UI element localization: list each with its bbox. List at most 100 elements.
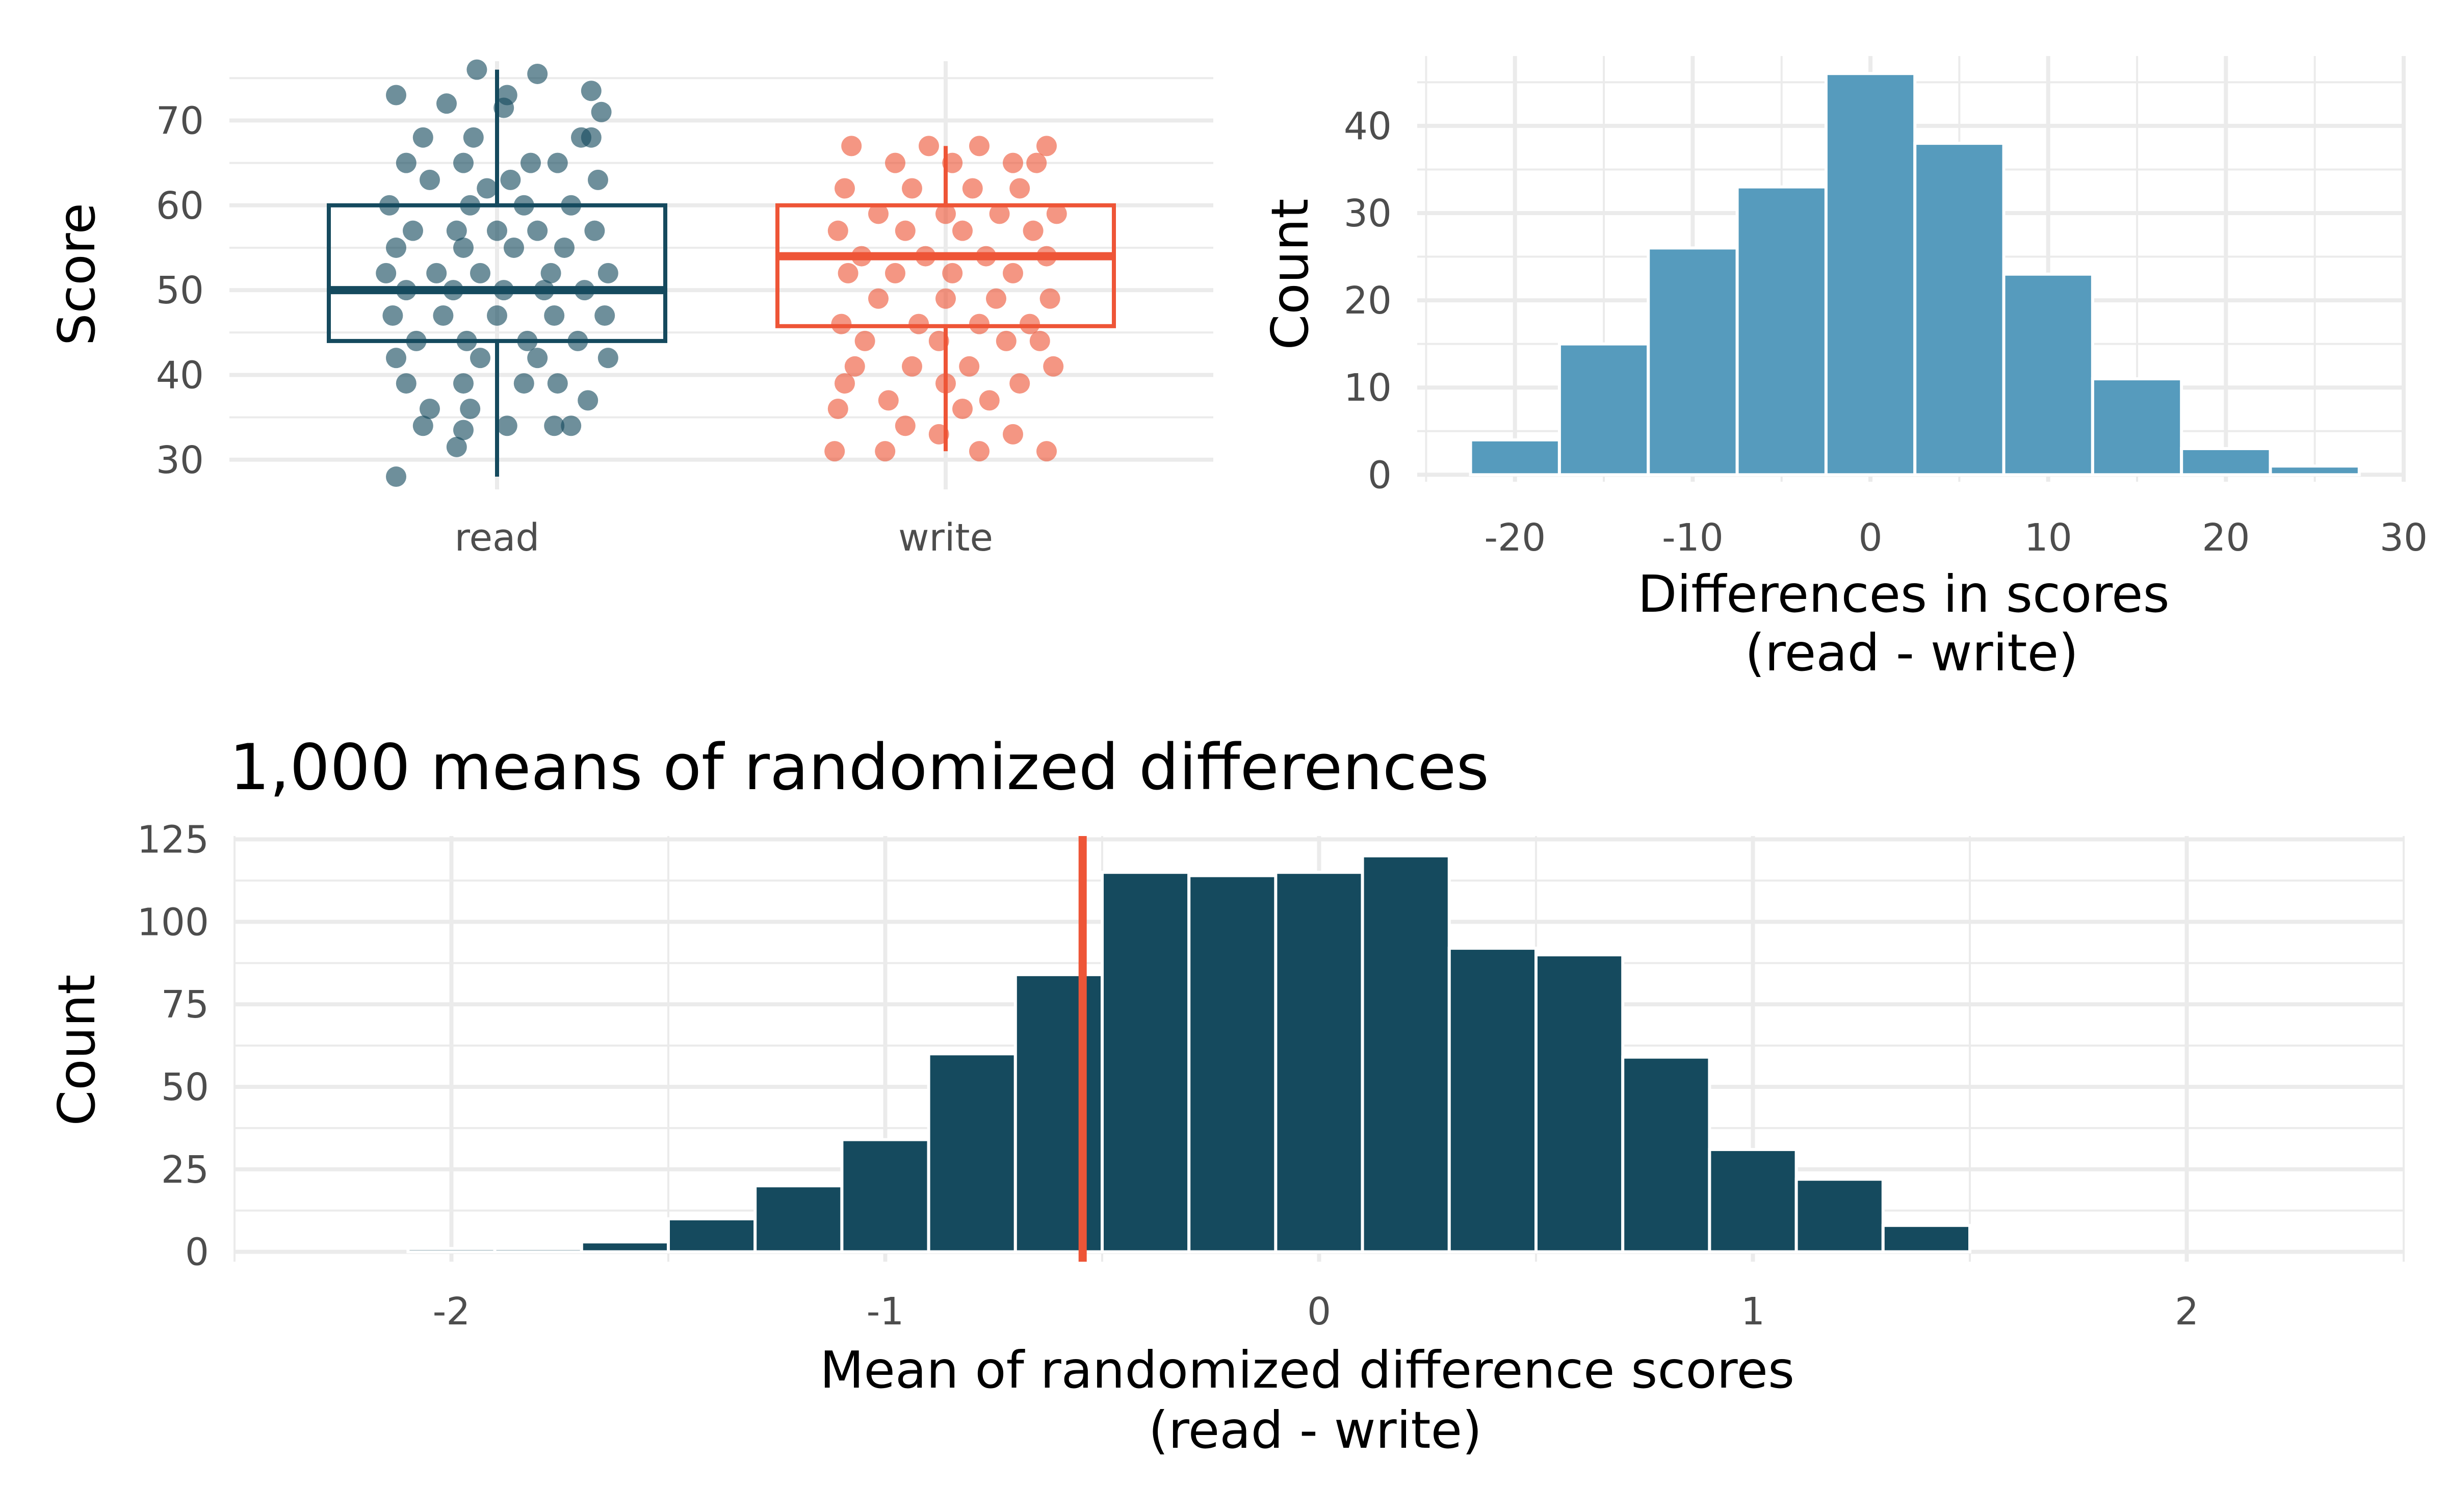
score-point-read bbox=[386, 466, 406, 487]
randomized-histogram-y-tick-label: 0 bbox=[185, 1231, 209, 1274]
score-point-read bbox=[544, 305, 565, 326]
score-point-read bbox=[453, 237, 474, 258]
score-point-write bbox=[935, 203, 956, 224]
score-point-read bbox=[527, 220, 548, 241]
diff-histogram-bar bbox=[1735, 185, 1828, 477]
score-point-write bbox=[1043, 356, 1064, 377]
score-point-write bbox=[952, 398, 973, 419]
diff-histogram-bar bbox=[1913, 142, 2006, 477]
randomized-histogram-bar bbox=[1361, 854, 1451, 1254]
score-point-read bbox=[477, 178, 498, 199]
randomized-histogram-bar bbox=[1881, 1223, 1972, 1254]
randomized-y-axis-title: Count bbox=[47, 975, 107, 1126]
score-point-write bbox=[952, 220, 973, 241]
score-point-read bbox=[584, 220, 605, 241]
score-point-read bbox=[382, 305, 403, 326]
boxplot-y-tick-label: 60 bbox=[156, 184, 204, 228]
randomized-x-axis-title-line2: (read - write) bbox=[1149, 1400, 1482, 1460]
diff-histogram-y-tick-label: 20 bbox=[1344, 279, 1392, 323]
score-point-write bbox=[989, 203, 1010, 224]
randomized-histogram-bar bbox=[753, 1184, 844, 1254]
score-point-read bbox=[386, 85, 406, 106]
diff-histogram-y-tick-label: 10 bbox=[1344, 366, 1392, 410]
score-point-write bbox=[831, 314, 852, 334]
score-point-read bbox=[497, 415, 517, 436]
score-point-write bbox=[959, 356, 980, 377]
score-point-write bbox=[827, 220, 848, 241]
boxplot-y-tick-label: 40 bbox=[156, 353, 204, 397]
boxplot-y-tick-label: 50 bbox=[156, 269, 204, 312]
boxplot-y-tick-label: 30 bbox=[156, 438, 204, 482]
diff-histogram-x-tick-label: -10 bbox=[1662, 516, 1724, 560]
diff-histogram-x-tick-label: 10 bbox=[2024, 516, 2072, 560]
score-point-read bbox=[578, 390, 598, 411]
randomized-histogram-bar bbox=[1621, 1055, 1711, 1254]
randomized-histogram-bar bbox=[1013, 973, 1104, 1254]
randomized-histogram-bar bbox=[1101, 871, 1191, 1254]
randomized-histogram-x-tick-label: -1 bbox=[867, 1290, 904, 1334]
randomized-histogram-y-tick-label: 50 bbox=[161, 1065, 209, 1109]
score-point-read bbox=[460, 398, 481, 419]
score-point-write bbox=[885, 263, 905, 283]
boxplot-y-tick-label: 70 bbox=[156, 99, 204, 143]
randomized-x-axis-title-line1: Mean of randomized difference scores bbox=[820, 1340, 1794, 1400]
score-point-write bbox=[1036, 136, 1057, 157]
score-point-write bbox=[1020, 314, 1040, 334]
diff-histogram-bar bbox=[1824, 72, 1917, 477]
score-point-read bbox=[453, 373, 474, 394]
diff-histogram-x-tick-label: -20 bbox=[1484, 516, 1546, 560]
score-point-write bbox=[868, 288, 889, 309]
randomized-histogram-bar bbox=[1187, 874, 1278, 1254]
score-point-write bbox=[824, 441, 845, 462]
score-point-read bbox=[463, 127, 484, 148]
score-point-write bbox=[1026, 152, 1047, 173]
score-point-write bbox=[969, 314, 990, 334]
score-point-write bbox=[919, 136, 939, 157]
box-write bbox=[775, 203, 1116, 328]
score-point-read bbox=[597, 263, 618, 283]
randomized-histogram-bar bbox=[406, 1247, 497, 1254]
score-point-write bbox=[1023, 220, 1044, 241]
diff-histogram-y-tick-label: 30 bbox=[1344, 192, 1392, 236]
randomized-histogram-bar bbox=[667, 1217, 757, 1254]
score-point-read bbox=[591, 101, 612, 122]
score-point-read bbox=[581, 81, 602, 101]
score-point-write bbox=[908, 314, 929, 334]
score-point-write bbox=[835, 373, 855, 394]
randomized-histogram-x-tick-label: 0 bbox=[1307, 1290, 1331, 1334]
score-point-read bbox=[446, 436, 467, 457]
randomized-histogram-bar bbox=[580, 1240, 670, 1254]
diff-histogram-x-tick-label: 30 bbox=[2380, 516, 2428, 560]
diff-histogram-bar bbox=[1469, 438, 1561, 477]
randomized-histogram-bar bbox=[493, 1247, 583, 1254]
score-point-write bbox=[1046, 203, 1067, 224]
score-point-read bbox=[554, 237, 575, 258]
box-read bbox=[327, 203, 667, 343]
score-point-read bbox=[426, 263, 447, 283]
randomized-histogram-bar bbox=[927, 1052, 1017, 1254]
score-point-read bbox=[540, 263, 561, 283]
score-point-write bbox=[1003, 152, 1023, 173]
score-point-read bbox=[487, 220, 507, 241]
score-point-write bbox=[895, 415, 916, 436]
score-point-read bbox=[527, 63, 548, 84]
randomized-histogram-x-tick-label: 2 bbox=[2175, 1290, 2199, 1334]
randomized-histogram-bar bbox=[1794, 1178, 1885, 1254]
score-point-write bbox=[902, 178, 922, 199]
score-point-write bbox=[902, 356, 922, 377]
diff-histogram-bar bbox=[1557, 342, 1650, 477]
randomized-histogram-y-tick-label: 100 bbox=[137, 900, 209, 944]
score-point-read bbox=[594, 305, 615, 326]
score-point-read bbox=[547, 373, 568, 394]
randomized-histogram-bar bbox=[1447, 947, 1538, 1254]
score-point-write bbox=[854, 330, 875, 351]
randomized-x-axis-title: Mean of randomized difference scores (re… bbox=[820, 1340, 1811, 1460]
score-point-write bbox=[1003, 263, 1023, 283]
score-point-read bbox=[466, 59, 487, 80]
score-point-write bbox=[996, 330, 1017, 351]
boxplot-category-label-read: read bbox=[455, 516, 540, 560]
difference-histogram-panel: -20 -10 0 10 20 30 0 10 20 30 40 bbox=[1344, 56, 2428, 560]
score-point-read bbox=[470, 263, 490, 283]
diff-histogram-bar bbox=[2002, 272, 2094, 477]
